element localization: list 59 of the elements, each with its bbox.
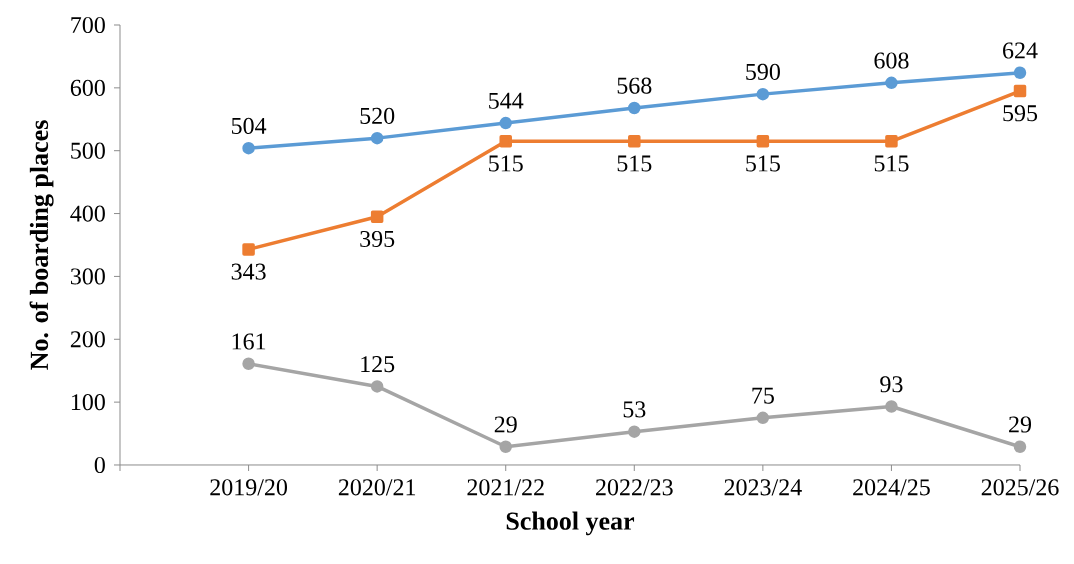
y-tick-label: 200 (70, 331, 105, 348)
data-label: 608 (874, 52, 909, 69)
y-tick-label: 700 (71, 16, 105, 34)
y-axis-title: No. of boarding places (29, 120, 54, 370)
x-tick-label: 2022/23 (596, 479, 673, 496)
data-label: 395 (360, 230, 395, 248)
point (370, 380, 384, 393)
point (756, 135, 770, 148)
point (628, 425, 641, 438)
y-tick-label: 300 (70, 268, 105, 285)
x-tick-label: 2025/26 (981, 479, 1059, 496)
data-label: 515 (489, 155, 523, 172)
data-label: 590 (746, 63, 780, 80)
data-label: 161 (232, 333, 266, 350)
data-label: 53 (623, 401, 646, 418)
data-label: 515 (617, 155, 652, 172)
point (370, 131, 384, 145)
point (242, 243, 255, 256)
data-label: 125 (361, 356, 395, 373)
point (885, 135, 898, 148)
y-tick-label: 0 (94, 456, 105, 474)
data-label: 595 (1003, 105, 1038, 122)
point (756, 411, 770, 425)
x-tick-label: 2023/24 (724, 479, 802, 496)
point (499, 440, 512, 454)
data-label: 520 (360, 107, 395, 124)
data-label: 93 (880, 376, 903, 393)
point (499, 135, 512, 148)
point (242, 357, 255, 371)
y-tick-label: 600 (70, 79, 105, 96)
data-label: 544 (489, 92, 524, 109)
y-tick-label: 100 (71, 394, 105, 411)
x-axis-title: School year (506, 511, 635, 536)
data-label: 343 (231, 263, 266, 280)
point (628, 101, 641, 115)
x-tick-label: 2019/20 (210, 479, 288, 496)
data-label: 29 (494, 416, 517, 433)
point (1013, 84, 1027, 98)
point (1013, 440, 1027, 454)
data-label: 504 (231, 117, 267, 134)
x-tick-label: 2021/22 (467, 479, 544, 496)
point (499, 116, 512, 130)
point (756, 87, 770, 101)
data-label: 568 (617, 77, 652, 94)
point (885, 400, 898, 413)
data-label: 29 (1009, 416, 1032, 433)
y-tick-label: 400 (70, 205, 105, 222)
x-tick-label: 2024/25 (853, 479, 930, 496)
point (628, 135, 641, 148)
point (1013, 66, 1027, 80)
data-label: 75 (752, 387, 774, 404)
data-label: 515 (874, 155, 909, 172)
data-label: 624 (1003, 42, 1038, 59)
data-label: 515 (746, 155, 780, 172)
point (885, 76, 898, 90)
point (242, 141, 255, 155)
point (370, 210, 384, 223)
x-tick-label: 2020/21 (338, 479, 416, 496)
y-tick-label: 500 (71, 142, 105, 159)
